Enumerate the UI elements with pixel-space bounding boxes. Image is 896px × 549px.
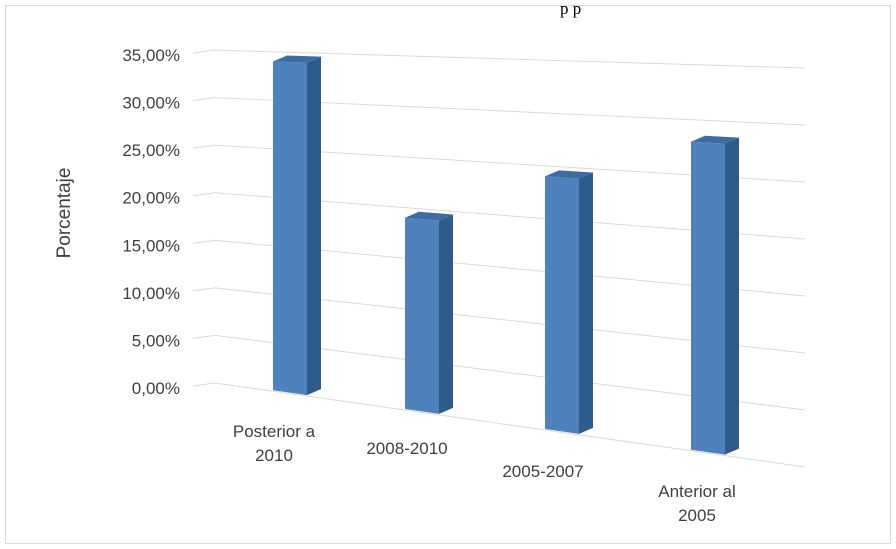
- bar-front: [691, 141, 725, 455]
- gridline-side: [192, 382, 216, 387]
- category-labels: Posterior a 2010 2008-2010 2005-2007 Anterio…: [233, 422, 736, 525]
- bar-front: [273, 61, 307, 396]
- y-axis-label: Porcentaje: [54, 168, 75, 259]
- bar-side: [439, 214, 453, 414]
- gridline: [214, 382, 806, 468]
- gridline-side: [192, 144, 216, 149]
- bar-side: [579, 172, 593, 434]
- y-tick-label: 15,00%: [122, 236, 180, 255]
- gridline: [214, 49, 806, 69]
- y-tick-label: 25,00%: [122, 141, 180, 160]
- bar: [405, 211, 453, 414]
- y-axis-ticks: 0,00% 5,00% 10,00% 15,00% 20,00% 25,00% 30,00%…: [122, 46, 180, 398]
- bar-top: [405, 211, 453, 221]
- bar-front: [545, 176, 579, 434]
- gridline-side: [192, 287, 216, 292]
- y-tick-label: 10,00%: [122, 284, 180, 303]
- bar: [691, 135, 739, 455]
- gridline-side: [192, 239, 216, 244]
- bar-top: [273, 55, 321, 63]
- bar-top: [545, 170, 593, 179]
- bars: [273, 55, 739, 455]
- category-label: Posterior a 2010: [233, 422, 316, 465]
- y-tick-label: 35,00%: [122, 46, 180, 65]
- y-tick-label: 30,00%: [122, 94, 180, 113]
- gridline-side: [192, 192, 216, 197]
- y-tick-label: 5,00%: [132, 331, 180, 350]
- gridline-side: [192, 49, 216, 54]
- bar: [273, 55, 321, 396]
- y-tick-label: 0,00%: [132, 379, 180, 398]
- bar-front: [405, 217, 439, 414]
- category-label: 2005-2007: [502, 462, 583, 481]
- gridline-side: [192, 97, 216, 102]
- category-label: Anterior al 2005: [658, 482, 735, 525]
- y-tick-label: 20,00%: [122, 189, 180, 208]
- category-label: 2008-2010: [366, 439, 447, 458]
- bar-side: [725, 137, 739, 455]
- bar-top: [691, 135, 739, 144]
- gridline-side: [192, 334, 216, 339]
- chart-title-fragment: p p: [560, 0, 581, 18]
- bar: [545, 170, 593, 434]
- bar-side: [307, 56, 321, 396]
